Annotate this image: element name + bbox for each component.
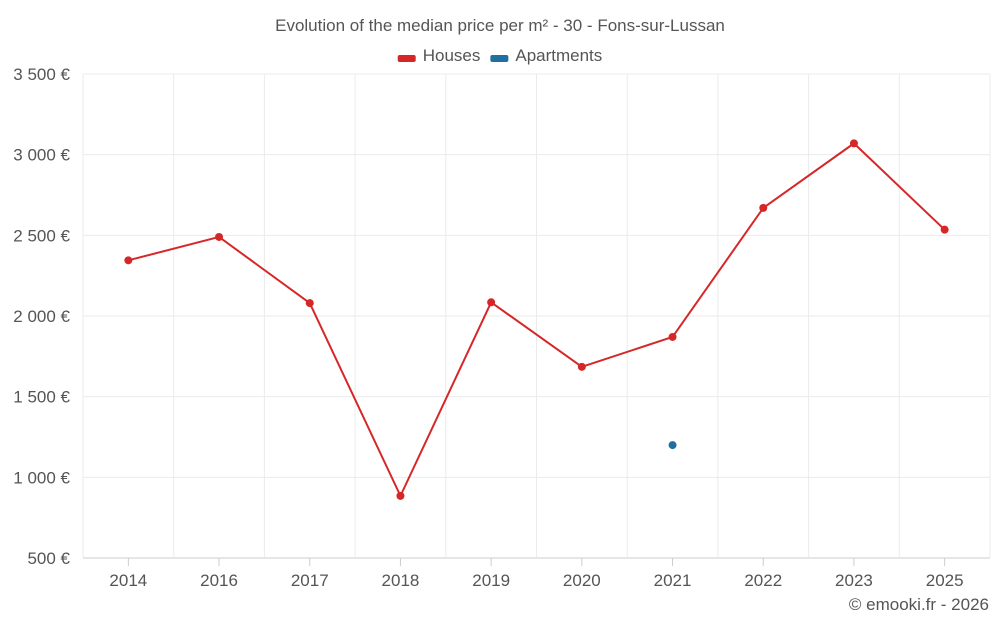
- data-point-houses: [668, 332, 677, 341]
- x-tick-label: 2020: [563, 571, 601, 590]
- x-tick-label: 2017: [291, 571, 329, 590]
- legend-swatch: [397, 55, 416, 62]
- legend-label: Houses: [423, 46, 481, 65]
- y-tick-label: 1 000 €: [13, 468, 70, 487]
- y-tick-label: 500 €: [27, 549, 70, 568]
- legend-label: Apartments: [515, 46, 602, 65]
- gridlines: [82, 73, 991, 559]
- legend-item-houses: Houses: [397, 46, 481, 65]
- x-tick-label: 2018: [382, 571, 420, 590]
- series-line-houses: [128, 142, 946, 497]
- y-tick-label: 2 500 €: [13, 226, 70, 245]
- series-layer: [124, 139, 949, 500]
- legend-swatch: [490, 55, 509, 62]
- y-tick-label: 3 000 €: [13, 146, 70, 165]
- legend: Houses Apartments: [397, 46, 602, 65]
- chart-title: Evolution of the median price per m² - 3…: [275, 16, 725, 35]
- data-point-houses: [305, 299, 314, 308]
- data-point-houses: [849, 139, 858, 148]
- x-tick-label: 2023: [835, 571, 873, 590]
- data-point-houses: [940, 225, 949, 234]
- x-axis: 2014 2016 2017 2018 2019 2020 2021 2022 2023 2025: [109, 558, 964, 590]
- data-point-houses: [124, 256, 133, 265]
- x-tick-label: 2021: [654, 571, 692, 590]
- x-tick-label: 2025: [926, 571, 964, 590]
- legend-item-apartments: Apartments: [490, 46, 602, 65]
- x-tick-label: 2016: [200, 571, 238, 590]
- data-point-houses: [487, 298, 496, 307]
- y-tick-label: 3 500 €: [13, 65, 70, 84]
- data-point-houses: [396, 491, 405, 500]
- data-point-houses: [759, 203, 768, 212]
- data-point-apartments: [668, 441, 677, 450]
- x-tick-label: 2014: [109, 571, 147, 590]
- y-tick-label: 2 000 €: [13, 307, 70, 326]
- x-tick-label: 2022: [744, 571, 782, 590]
- data-point-houses: [215, 232, 224, 241]
- y-axis: 500 € 1 000 € 1 500 € 2 000 € 2 500 € 3 000 €…: [13, 65, 70, 568]
- data-point-houses: [577, 362, 586, 371]
- copyright-footer: © emooki.fr - 2026: [849, 595, 989, 614]
- x-tick-label: 2019: [472, 571, 510, 590]
- y-tick-label: 1 500 €: [13, 388, 70, 407]
